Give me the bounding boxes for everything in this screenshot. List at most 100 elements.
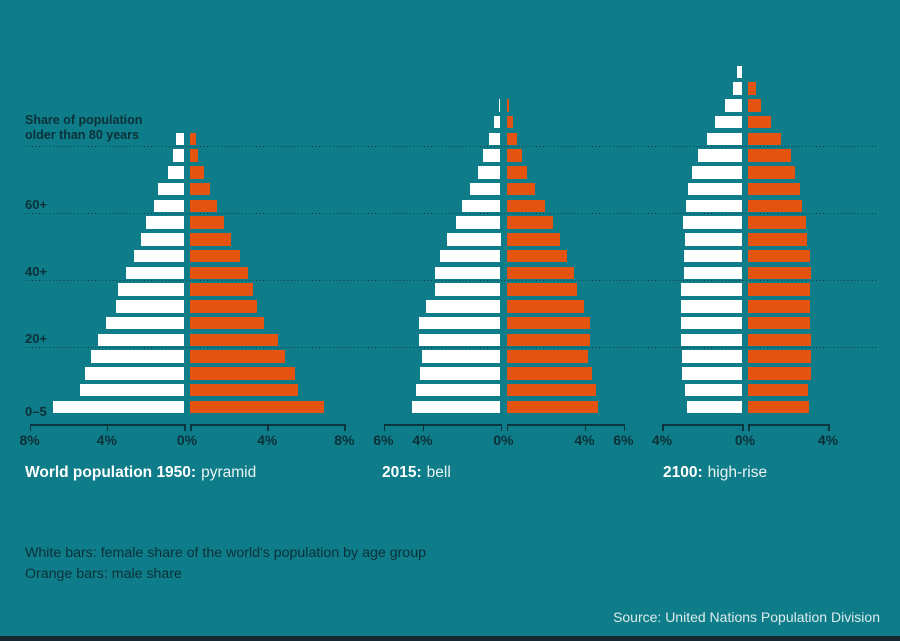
bar-female-55–60 bbox=[146, 216, 184, 229]
bar-male-5–10 bbox=[506, 383, 597, 397]
bar-male-45–50 bbox=[190, 249, 241, 263]
x-tick-label: 0% bbox=[493, 432, 514, 448]
bar-female-60–65 bbox=[686, 199, 742, 212]
x-tick bbox=[344, 424, 346, 431]
bar-male-65–70 bbox=[190, 182, 211, 196]
bar-female-65–70 bbox=[688, 182, 742, 196]
bar-male-75–80 bbox=[748, 149, 791, 162]
bar-female-0–5 bbox=[52, 400, 184, 413]
bar-female-65–70 bbox=[157, 182, 184, 196]
gridline-age-60 bbox=[25, 213, 877, 214]
bar-male-35–40 bbox=[190, 283, 253, 296]
bar-male-75–80 bbox=[506, 149, 523, 162]
footer-strip bbox=[0, 636, 900, 641]
legend-female-line: White bars: female share of the world's … bbox=[25, 545, 426, 561]
bar-male-85–90 bbox=[748, 115, 771, 129]
x-axis-right-segment bbox=[748, 424, 828, 426]
bar-female-70–75 bbox=[478, 166, 501, 179]
bar-female-15–20 bbox=[91, 350, 184, 363]
bar-female-85–90 bbox=[715, 115, 742, 129]
bar-female-80–85 bbox=[488, 132, 501, 145]
bar-male-85–90 bbox=[506, 115, 514, 129]
bar-female-80–85 bbox=[707, 132, 742, 145]
bar-male-0–5 bbox=[506, 400, 599, 413]
x-tick-zero-left bbox=[742, 424, 744, 431]
bar-female-60–65 bbox=[462, 199, 501, 212]
gridline-age-20 bbox=[25, 347, 877, 348]
age-label-0-5: 0–5 bbox=[25, 404, 47, 419]
bar-male-10–15 bbox=[506, 367, 593, 380]
x-tick bbox=[422, 424, 424, 431]
bar-male-70–75 bbox=[506, 166, 527, 179]
x-tick bbox=[106, 424, 109, 431]
bar-female-50–55 bbox=[140, 233, 184, 246]
bar-male-45–50 bbox=[506, 249, 567, 263]
bar-male-45–50 bbox=[748, 249, 810, 263]
bar-female-30–35 bbox=[116, 300, 184, 313]
bar-male-35–40 bbox=[748, 283, 810, 296]
age-label-20plus: 20+ bbox=[25, 331, 48, 346]
bar-male-70–75 bbox=[190, 166, 205, 179]
bar-female-75–80 bbox=[698, 149, 742, 162]
bar-female-10–15 bbox=[84, 367, 184, 380]
bar-female-65–70 bbox=[470, 182, 501, 196]
bar-female-60–65 bbox=[154, 199, 184, 212]
age-label-60plus: 60+ bbox=[25, 197, 48, 212]
bar-male-20–25 bbox=[748, 333, 811, 346]
bar-male-25–30 bbox=[190, 316, 265, 330]
bar-male-10–15 bbox=[748, 367, 811, 380]
bar-female-15–20 bbox=[682, 350, 742, 363]
x-tick-label: 0% bbox=[176, 432, 198, 448]
bar-female-10–15 bbox=[419, 367, 501, 380]
bar-male-15–20 bbox=[748, 350, 811, 363]
x-tick-label: 4% bbox=[651, 432, 673, 448]
bar-male-55–60 bbox=[506, 216, 554, 229]
bar-female-20–25 bbox=[418, 333, 501, 346]
bar-male-65–70 bbox=[506, 182, 535, 196]
bar-male-40–45 bbox=[190, 266, 248, 279]
bar-female-75–80 bbox=[173, 149, 184, 162]
bar-male-15–20 bbox=[190, 350, 285, 363]
chart-caption-2100-title: 2100: bbox=[663, 464, 703, 481]
bar-male-70–75 bbox=[748, 166, 795, 179]
bar-female-75–80 bbox=[482, 149, 501, 162]
bar-male-50–55 bbox=[506, 233, 561, 246]
bar-female-100+ bbox=[737, 65, 742, 78]
x-tick bbox=[662, 424, 664, 431]
share-label-line1: Share of population bbox=[25, 113, 143, 127]
bar-female-15–20 bbox=[421, 350, 501, 363]
bar-male-5–10 bbox=[748, 383, 808, 397]
x-tick bbox=[828, 424, 830, 431]
bar-female-40–45 bbox=[435, 266, 501, 279]
bar-female-30–35 bbox=[681, 300, 742, 313]
bar-male-90+ bbox=[506, 99, 509, 112]
x-axis-left-segment bbox=[29, 424, 184, 426]
bar-female-0–5 bbox=[411, 400, 501, 413]
bar-male-80–85 bbox=[748, 132, 781, 145]
legend: White bars: female share of the world's … bbox=[25, 543, 426, 585]
bar-male-35–40 bbox=[506, 283, 577, 296]
x-tick-label: 4% bbox=[412, 432, 433, 448]
bar-female-35–40 bbox=[118, 283, 184, 296]
x-tick-zero-right bbox=[506, 424, 508, 431]
bar-female-5–10 bbox=[79, 383, 184, 397]
bar-male-30–35 bbox=[506, 300, 584, 313]
gridline-age-80 bbox=[25, 146, 877, 147]
chart-caption-2015: 2015: bell bbox=[382, 464, 451, 482]
bar-male-50–55 bbox=[190, 233, 232, 246]
bar-male-95–100 bbox=[748, 82, 756, 95]
bar-female-80+ bbox=[176, 132, 184, 145]
bar-female-5–10 bbox=[415, 383, 501, 397]
x-tick-zero-left bbox=[500, 424, 502, 431]
x-tick bbox=[267, 424, 269, 431]
chart-caption-2100-shape: high-rise bbox=[707, 464, 768, 481]
bar-female-0–5 bbox=[687, 400, 742, 413]
chart-caption-1950-title: World population 1950: bbox=[25, 464, 197, 481]
x-tick-label: 6% bbox=[613, 432, 634, 448]
bar-male-60–65 bbox=[506, 199, 545, 212]
chart-caption-1950-shape: pyramid bbox=[201, 464, 257, 481]
bar-female-30–35 bbox=[426, 300, 501, 313]
bar-female-55–60 bbox=[455, 216, 501, 229]
bar-female-45–50 bbox=[684, 249, 742, 263]
x-tick bbox=[29, 424, 32, 431]
